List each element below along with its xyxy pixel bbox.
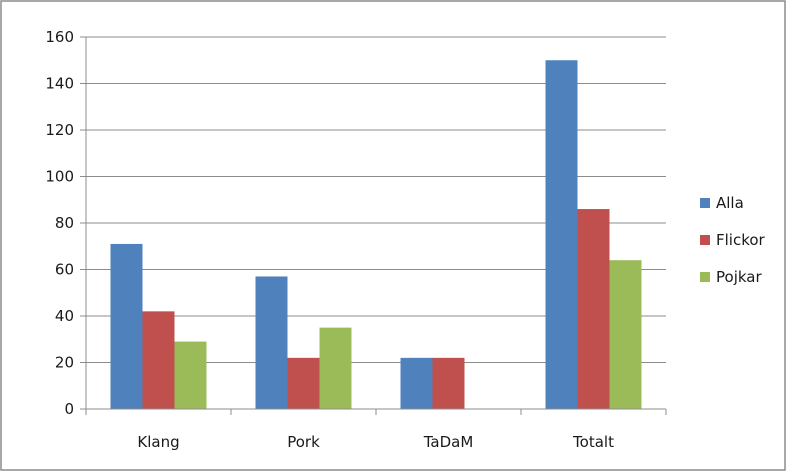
y-tick-label: 80: [55, 214, 74, 232]
y-tick-label: 100: [45, 168, 74, 186]
bar-flickor-klang: [142, 311, 175, 409]
y-tick-label: 120: [45, 121, 74, 139]
x-category-label: TaDaM: [423, 433, 474, 451]
legend-swatch-flickor: [700, 235, 710, 245]
bar-flickor-pork: [287, 357, 320, 409]
bar-pojkar-pork: [319, 327, 352, 409]
y-tick-label: 0: [64, 400, 74, 418]
x-category-label: Pork: [287, 433, 320, 451]
y-tick-label: 40: [55, 307, 74, 325]
bar-alla-tadam: [400, 357, 433, 409]
bar-flickor-tadam: [432, 357, 465, 409]
axes: 0 20 40 60 80 100 120 140 160 Klang Pork TaDaM Total…: [45, 28, 667, 451]
legend-label-pojkar: Pojkar: [716, 268, 762, 286]
y-tick-label: 20: [55, 354, 74, 372]
y-tick-label: 60: [55, 261, 74, 279]
bars: [110, 60, 642, 409]
legend-swatch-alla: [700, 198, 710, 208]
bar-pojkar-totalt: [609, 260, 642, 409]
x-category-label: Totalt: [572, 433, 614, 451]
bar-alla-klang: [110, 243, 143, 409]
legend: Alla Flickor Pojkar: [700, 194, 766, 286]
legend-label-flickor: Flickor: [716, 231, 766, 249]
bar-flickor-totalt: [577, 209, 610, 409]
bar-pojkar-klang: [174, 341, 207, 409]
y-tick-label: 160: [45, 28, 74, 46]
x-category-label: Klang: [137, 433, 179, 451]
bar-alla-totalt: [545, 60, 578, 409]
y-tick-label: 140: [45, 75, 74, 93]
bar-alla-pork: [255, 276, 288, 409]
legend-label-alla: Alla: [716, 194, 744, 212]
legend-swatch-pojkar: [700, 272, 710, 282]
